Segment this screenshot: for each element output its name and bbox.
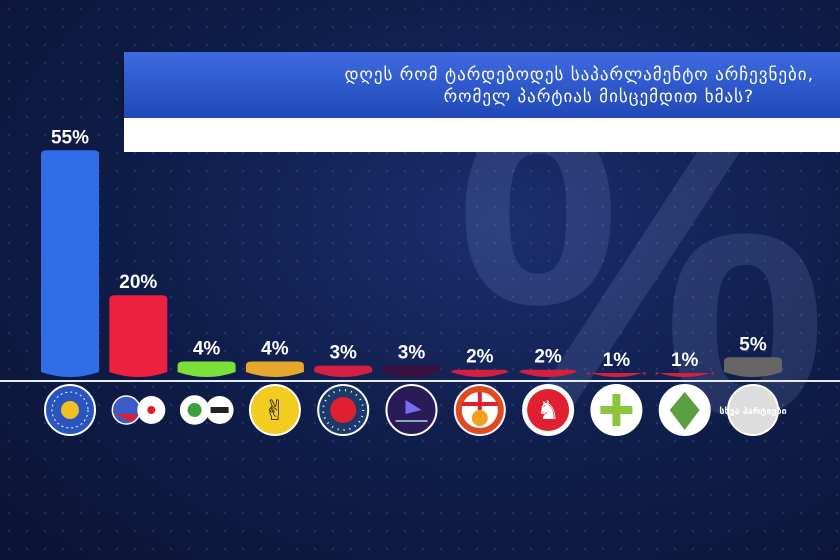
data-label: 1% bbox=[671, 350, 699, 371]
green-cone-logo-icon bbox=[658, 384, 711, 436]
georgian-dream-logo-icon bbox=[44, 384, 96, 436]
data-label: 20% bbox=[119, 272, 157, 293]
data-label: 2% bbox=[534, 347, 562, 368]
victory-hand-logo-icon: ✌ bbox=[248, 384, 301, 436]
bar bbox=[314, 365, 373, 377]
bar-group: 3% bbox=[382, 343, 441, 377]
bar bbox=[450, 369, 509, 377]
data-label: 4% bbox=[193, 338, 221, 359]
bar bbox=[587, 372, 646, 377]
title-line-2: რომელ პარტიას მისცემდით ხმას? bbox=[443, 87, 754, 107]
svg-text:✌: ✌ bbox=[263, 394, 286, 427]
chart-title: დღეს რომ ტარდებოდეს საპარლამენტო არჩევნე… bbox=[124, 52, 840, 118]
data-label: 55% bbox=[51, 127, 89, 148]
bar bbox=[655, 372, 714, 377]
green-cross-logo-icon bbox=[590, 384, 643, 436]
bar bbox=[382, 365, 441, 377]
other-parties-logo-icon: სხვა პარტიები bbox=[719, 384, 787, 436]
bar bbox=[519, 369, 578, 377]
bar-group: 1% bbox=[655, 350, 714, 377]
bar-group: 55% bbox=[41, 127, 99, 377]
title-underbar bbox=[124, 118, 840, 152]
data-label: 4% bbox=[261, 338, 289, 359]
bar bbox=[177, 361, 236, 377]
bar bbox=[245, 361, 304, 377]
bar-group: 2% bbox=[450, 347, 509, 377]
bar bbox=[109, 295, 168, 377]
georgia-map-logo-icon bbox=[453, 384, 506, 436]
red-horse-logo-icon: ♞ bbox=[522, 384, 575, 436]
data-label: 1% bbox=[603, 350, 631, 371]
chart-baseline bbox=[0, 380, 840, 382]
other-parties-label: სხვა პარტიები bbox=[719, 406, 786, 417]
title-line-1: დღეს რომ ტარდებოდეს საპარლამენტო არჩევნე… bbox=[344, 65, 814, 85]
bar-group: 4% bbox=[177, 338, 236, 377]
bar bbox=[41, 150, 99, 377]
data-label: 5% bbox=[739, 334, 767, 355]
coalition-greens-logo-icon bbox=[179, 395, 234, 425]
bar-group: 1% bbox=[587, 350, 646, 377]
unm-coalitions-logo-icon bbox=[111, 395, 166, 425]
data-label: 2% bbox=[466, 347, 494, 368]
red-star-ring-logo-icon bbox=[317, 384, 370, 436]
data-label: 3% bbox=[329, 343, 357, 364]
bar-group: 5% bbox=[724, 334, 782, 377]
bar-group: 20% bbox=[109, 272, 168, 377]
purple-arrow-logo-icon bbox=[385, 384, 438, 436]
svg-text:♞: ♞ bbox=[536, 396, 559, 426]
bar-group: 2% bbox=[519, 347, 578, 377]
bar bbox=[724, 357, 782, 377]
bar-group: 4% bbox=[245, 338, 304, 377]
data-label: 3% bbox=[398, 343, 426, 364]
bar-group: 3% bbox=[314, 343, 373, 377]
